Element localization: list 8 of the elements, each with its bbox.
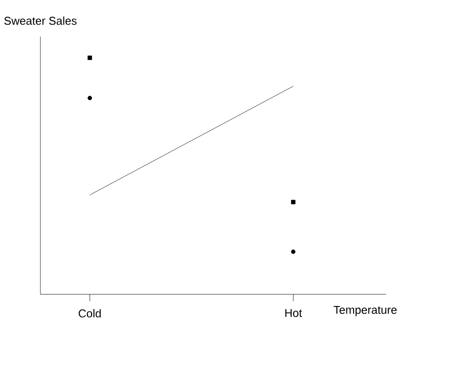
point: [88, 96, 92, 100]
point: [291, 200, 296, 204]
x-tick-label: Cold: [78, 308, 101, 318]
point: [88, 55, 92, 60]
y-axis-title: Sweater Sales: [4, 16, 77, 25]
point: [291, 249, 296, 254]
x-axis-title: Temperature: [334, 306, 397, 316]
x-tick-label: Hot: [285, 308, 302, 317]
